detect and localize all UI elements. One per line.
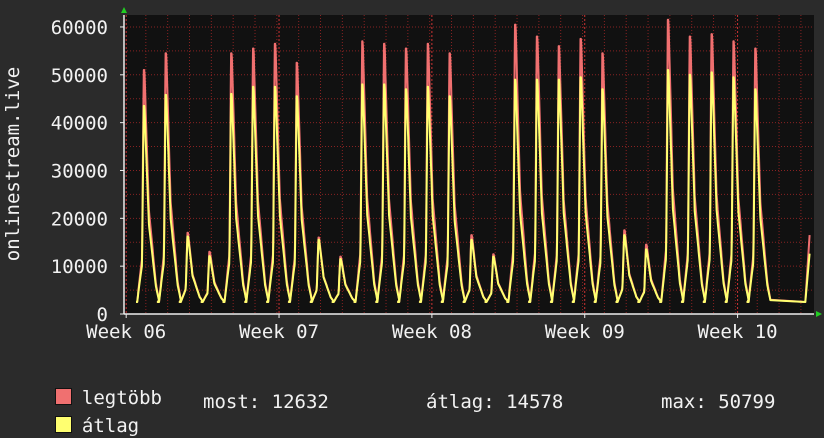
x-tick-label: Week 09 xyxy=(545,321,625,343)
y-tick-label: 10000 xyxy=(51,256,108,278)
legend-item-max: legtöbb xyxy=(32,362,162,409)
y-tick-label: 50000 xyxy=(51,65,108,87)
x-tick-label: Week 10 xyxy=(698,321,778,343)
axes xyxy=(120,7,822,318)
y-tick-label: 20000 xyxy=(51,208,108,230)
legend-swatch-max xyxy=(54,388,72,405)
y-tick-label: 30000 xyxy=(51,160,108,182)
x-axis-arrow xyxy=(816,311,822,317)
y-tick-labels: 0 10000 20000 30000 40000 50000 60000 xyxy=(51,17,108,326)
stat-average: átlag: 14578 xyxy=(426,391,564,413)
legend-label-avg: átlag xyxy=(81,415,140,437)
y-tick-label: 60000 xyxy=(51,17,108,39)
stat-now: most: 12632 xyxy=(203,391,329,413)
legend-item-avg: átlag xyxy=(32,390,139,437)
x-tick-label: Week 08 xyxy=(392,321,472,343)
y-tick-label: 0 xyxy=(97,304,108,326)
x-tick-labels: Week 06 Week 07 Week 08 Week 09 Week 10 xyxy=(86,321,777,343)
x-tick-label: Week 06 xyxy=(86,321,166,343)
legend-label-max: legtöbb xyxy=(81,387,162,409)
stat-max: max: 50799 xyxy=(661,391,776,413)
legend-swatch-avg xyxy=(54,416,72,433)
series-line-avg xyxy=(135,69,811,303)
y-axis-label: onlinestream.live xyxy=(2,67,24,261)
y-axis-arrow xyxy=(121,7,127,13)
series-avg xyxy=(135,69,811,303)
x-tick-label: Week 07 xyxy=(239,321,319,343)
y-tick-label: 40000 xyxy=(51,113,108,135)
